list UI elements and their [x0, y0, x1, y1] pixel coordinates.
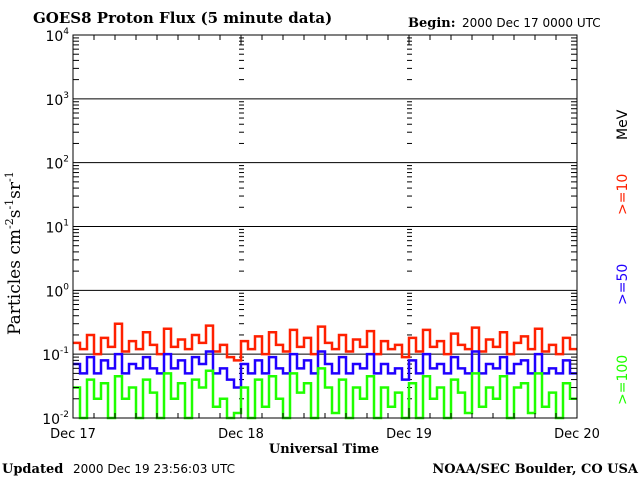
begin-value: 2000 Dec 17 0000 UTC	[462, 16, 601, 30]
legend-unit: MeV	[615, 109, 631, 140]
y-label-sr: sr	[5, 181, 25, 199]
x-tick-label: Dec 18	[218, 427, 264, 442]
y-label-exp: -2	[3, 218, 16, 229]
legend-ge50: >=50	[615, 264, 631, 305]
legend-ge100: >=100	[615, 355, 631, 405]
y-tick-label: 100	[45, 282, 69, 300]
y-tick-label: 103	[45, 91, 69, 109]
y-tick-label: 10-1	[42, 346, 69, 364]
chart-title: GOES8 Proton Flux (5 minute data)	[33, 9, 332, 27]
y-tick-label: 101	[45, 219, 69, 237]
series-line-ge50	[73, 350, 577, 389]
x-tick-label: Dec 17	[50, 427, 96, 442]
y-label-exp: -1	[3, 171, 16, 182]
updated-label: Updated	[2, 462, 63, 477]
svg-text:Particles cm-2s-1sr-1: Particles cm-2s-1sr-1	[3, 171, 25, 335]
source-credit: NOAA/SEC Boulder, CO USA	[432, 462, 639, 477]
y-label-main: Particles cm	[5, 229, 25, 335]
begin-label: Begin:	[408, 16, 456, 31]
x-axis-label: Universal Time	[269, 442, 379, 457]
legend: MeV >=10 >=50 >=100	[615, 109, 631, 405]
y-tick-label: 102	[45, 155, 69, 173]
y-tick-label: 104	[45, 27, 69, 45]
y-label-s: s	[5, 210, 25, 219]
series-line-ge10	[73, 322, 577, 362]
y-axis-label: Particles cm-2s-1sr-1	[3, 171, 25, 335]
y-tick-label: 10-2	[42, 410, 69, 428]
series-group	[73, 322, 577, 420]
y-label-exp: -1	[3, 199, 16, 210]
x-tick-label: Dec 19	[386, 427, 432, 442]
series-line-ge100	[73, 367, 577, 420]
x-tick-label: Dec 20	[554, 427, 600, 442]
legend-ge10: >=10	[615, 174, 631, 215]
updated-value: 2000 Dec 19 23:56:03 UTC	[73, 462, 235, 476]
